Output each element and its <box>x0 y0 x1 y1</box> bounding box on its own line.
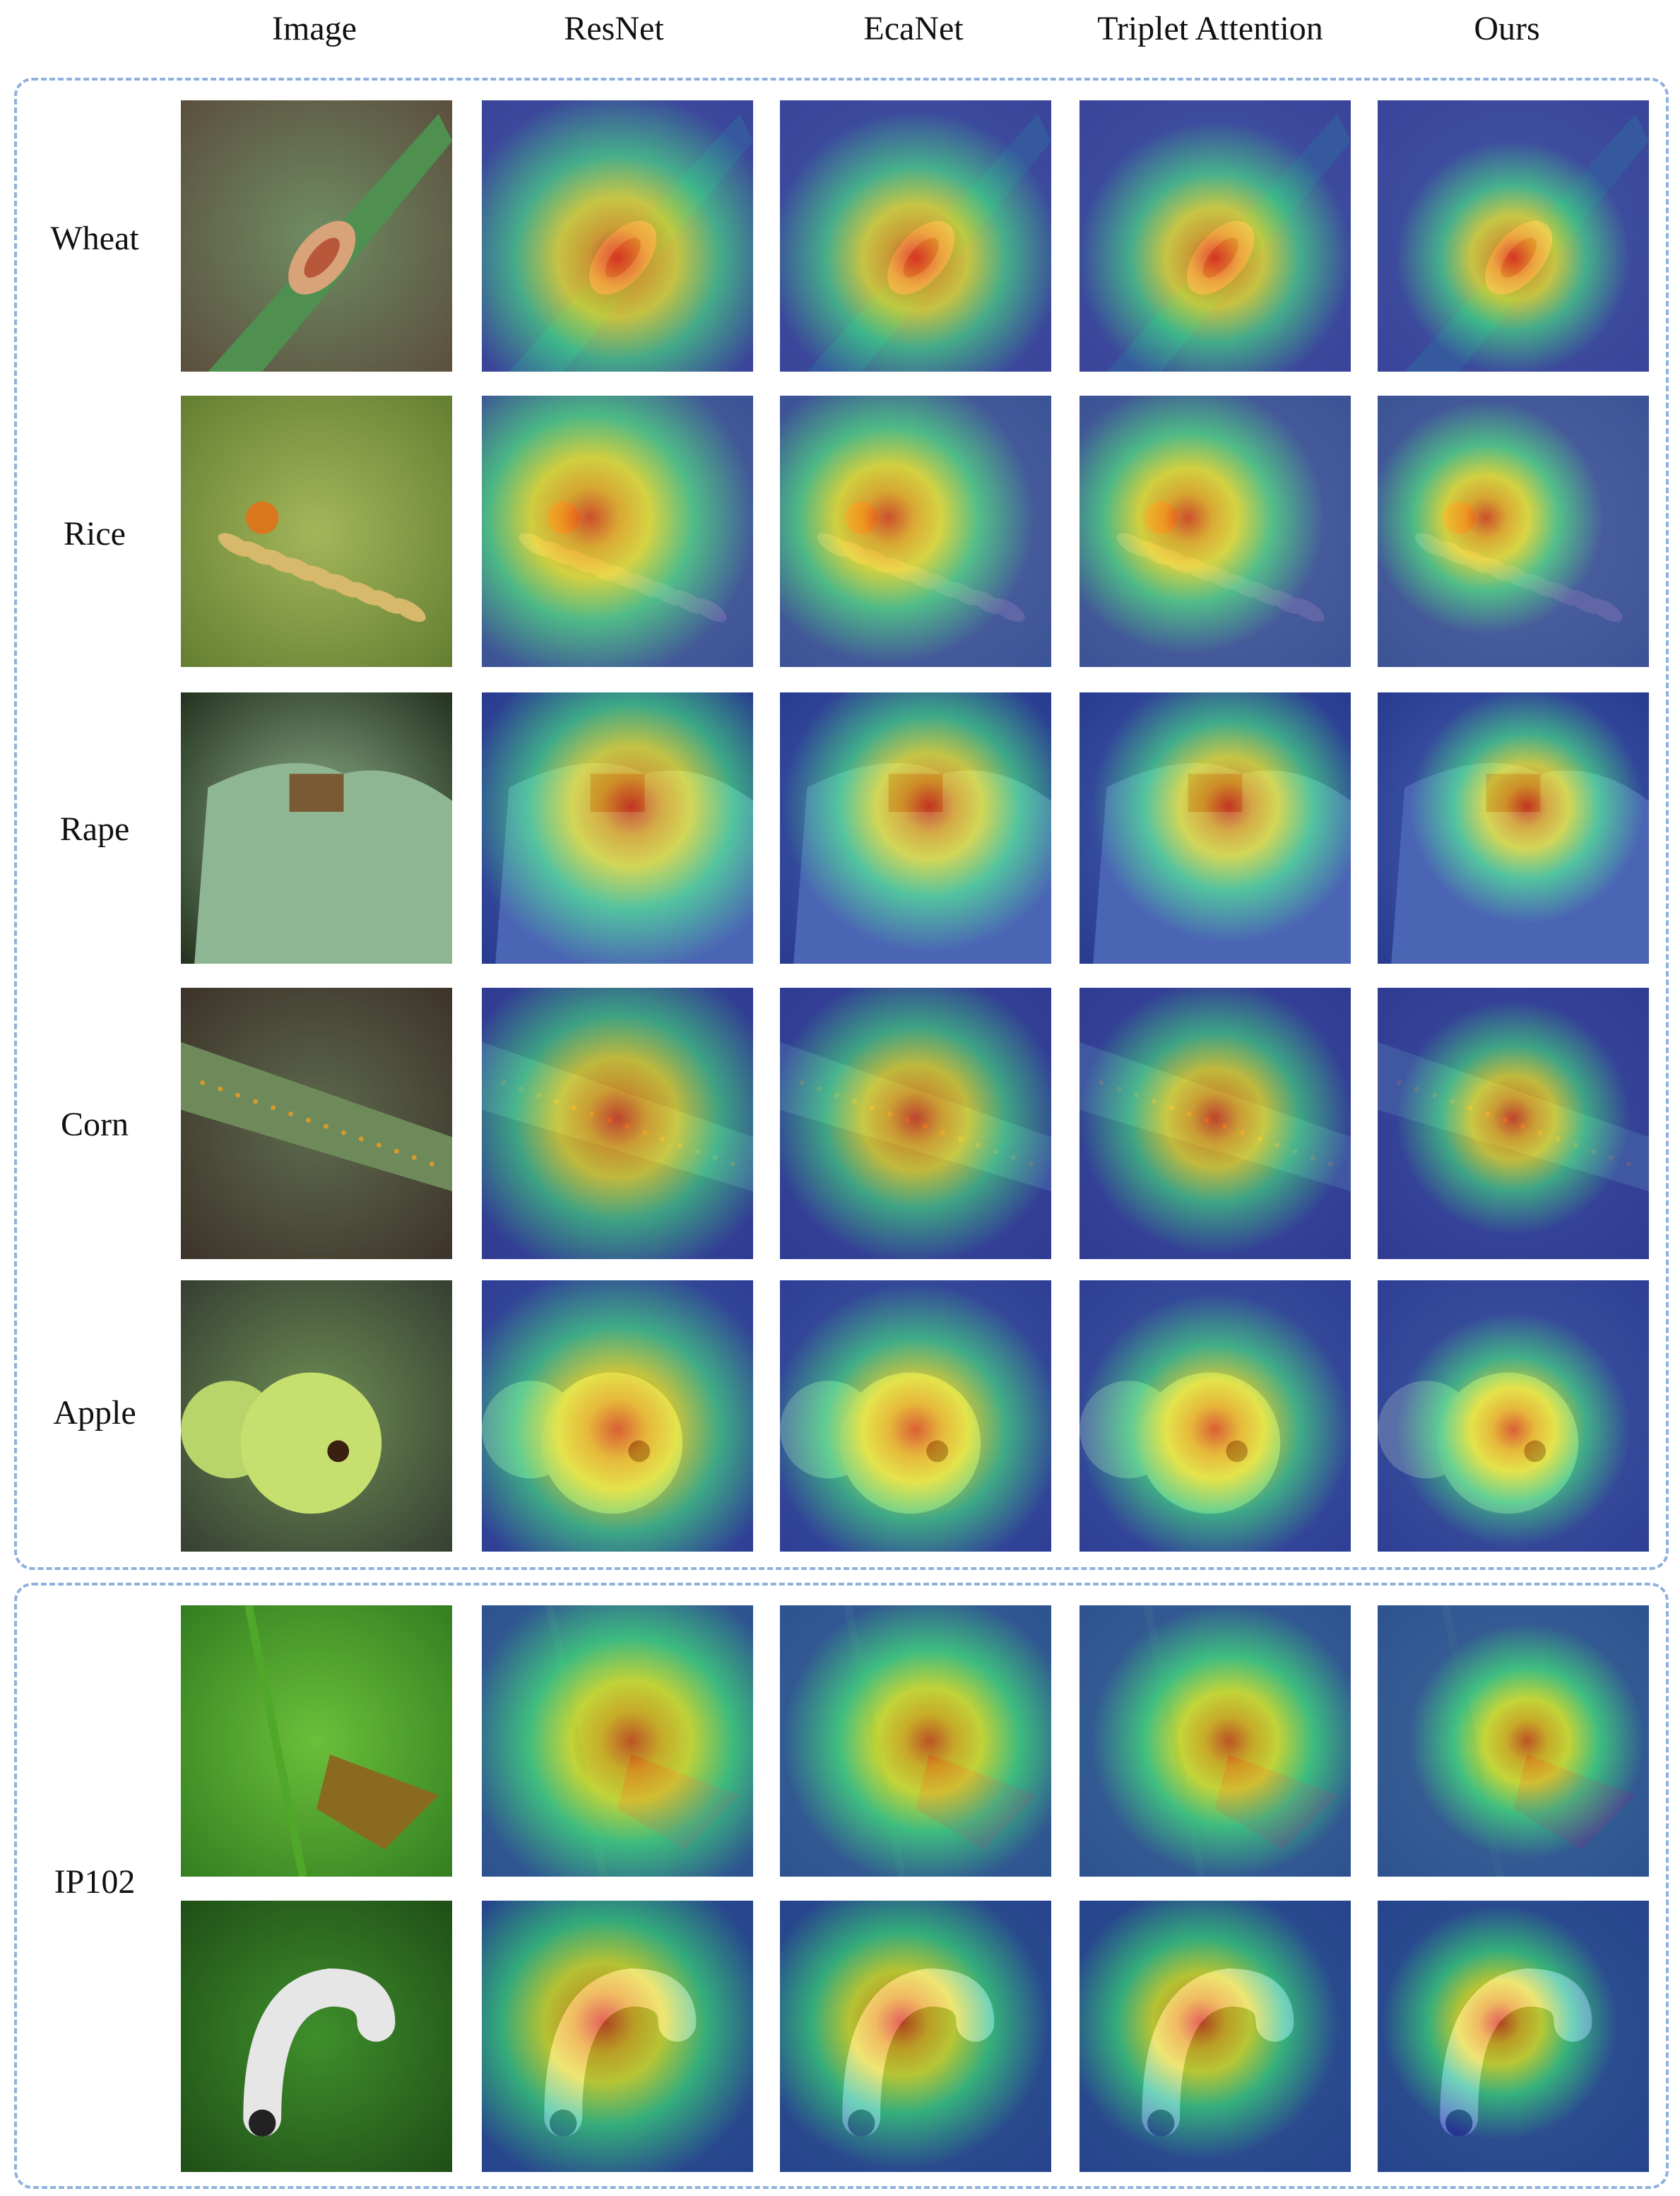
photo-subject <box>244 1605 439 1877</box>
photo-subject <box>218 501 426 622</box>
heatmap-ours-apple-fruit <box>1378 1280 1649 1552</box>
photo-subject <box>194 762 452 964</box>
heatmap-triplet-attention-corn-leaf <box>1079 988 1351 1259</box>
row-label-apple: Apple <box>53 1394 136 1431</box>
column-header-ours: Ours <box>1474 10 1540 47</box>
row-label-rice: Rice <box>64 515 126 553</box>
heatmap-ecanet-corn-leaf <box>780 988 1051 1259</box>
row-label-corn: Corn <box>61 1106 129 1143</box>
photo-subject <box>181 1041 452 1191</box>
photo-subject <box>181 1372 382 1514</box>
heatmap-triplet-attention-larva-on-leaf <box>1079 1901 1351 2172</box>
heatmap-triplet-attention-apple-fruit <box>1079 1280 1351 1552</box>
heatmap-resnet-apple-fruit <box>482 1280 753 1552</box>
heatmap-triplet-attention-rice-panicle <box>1079 396 1351 667</box>
heatmap-ours-rape-leaf <box>1378 692 1649 964</box>
heatmap-triplet-attention-rape-leaf <box>1079 692 1351 964</box>
photo-subject <box>243 1968 396 2137</box>
heatmap-ecanet-moth-on-leaf <box>780 1605 1051 1877</box>
original-image-larva-on-leaf <box>181 1901 452 2172</box>
heatmap-ecanet-apple-fruit <box>780 1280 1051 1552</box>
row-label-wheat: Wheat <box>50 220 139 257</box>
heatmap-resnet-larva-on-leaf <box>482 1901 753 2172</box>
heatmap-resnet-leaf-lesion <box>482 100 753 372</box>
original-image-apple-fruit <box>181 1280 452 1552</box>
column-header-triplet-attention: Triplet Attention <box>1097 10 1323 47</box>
row-label-ip102: IP102 <box>54 1863 136 1901</box>
crop-group-frame <box>14 78 1669 1570</box>
heatmap-ecanet-rice-panicle <box>780 396 1051 667</box>
heatmap-ours-leaf-lesion <box>1378 100 1649 372</box>
heatmap-ecanet-rape-leaf <box>780 692 1051 964</box>
original-image-moth-on-leaf <box>181 1605 452 1877</box>
column-header-resnet: ResNet <box>564 10 664 47</box>
heatmap-ours-larva-on-leaf <box>1378 1901 1649 2172</box>
heatmap-resnet-rice-panicle <box>482 396 753 667</box>
heatmap-ecanet-larva-on-leaf <box>780 1901 1051 2172</box>
original-image-rape-leaf <box>181 692 452 964</box>
heatmap-triplet-attention-leaf-lesion <box>1079 100 1351 372</box>
heatmap-triplet-attention-moth-on-leaf <box>1079 1605 1351 1877</box>
column-header-ecanet: EcaNet <box>863 10 964 47</box>
original-image-corn-leaf <box>181 988 452 1259</box>
original-image-rice-panicle <box>181 396 452 667</box>
ip102-group-frame <box>14 1583 1669 2189</box>
column-header-image: Image <box>272 10 357 47</box>
heatmap-resnet-moth-on-leaf <box>482 1605 753 1877</box>
row-label-rape: Rape <box>59 810 130 848</box>
heatmap-resnet-corn-leaf <box>482 988 753 1259</box>
heatmap-resnet-rape-leaf <box>482 692 753 964</box>
heatmap-ecanet-leaf-lesion <box>780 100 1051 372</box>
heatmap-ours-moth-on-leaf <box>1378 1605 1649 1877</box>
original-image-leaf-lesion <box>181 100 452 372</box>
heatmap-ours-rice-panicle <box>1378 396 1649 667</box>
heatmap-ours-corn-leaf <box>1378 988 1649 1259</box>
photo-subject <box>208 114 452 372</box>
